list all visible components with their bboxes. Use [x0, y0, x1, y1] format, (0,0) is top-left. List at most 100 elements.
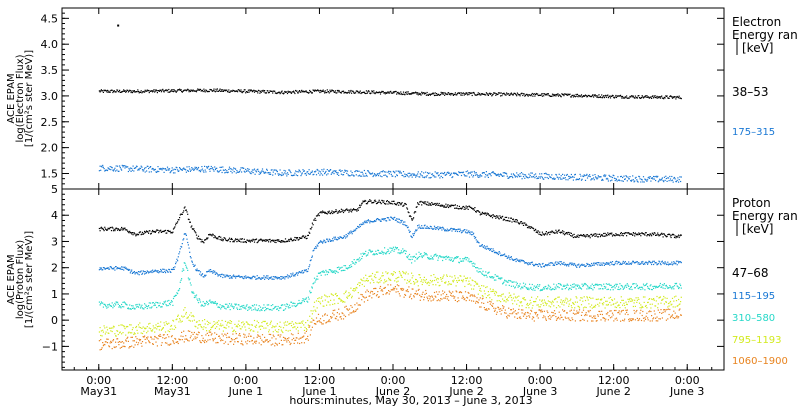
data-point [427, 227, 429, 229]
data-point [345, 170, 347, 172]
data-point [623, 287, 625, 289]
data-point [154, 270, 156, 272]
data-point [224, 237, 226, 239]
data-point [344, 291, 347, 293]
data-point [584, 282, 586, 285]
data-point [156, 328, 158, 330]
data-point [435, 176, 437, 178]
data-point [152, 302, 154, 304]
data-point [162, 90, 164, 92]
data-point [350, 170, 352, 172]
data-point [531, 288, 533, 290]
data-point [264, 171, 266, 173]
data-point [177, 315, 179, 317]
data-point [386, 252, 388, 254]
electron-y-tick-label: 3.0 [41, 90, 59, 103]
data-point [483, 172, 485, 174]
data-point [224, 89, 226, 91]
data-point [257, 168, 259, 170]
data-point [615, 260, 618, 262]
data-point [362, 200, 364, 202]
data-point [495, 94, 497, 96]
data-point [597, 262, 599, 264]
data-point [332, 211, 334, 213]
data-point [160, 329, 162, 331]
data-point [324, 299, 326, 301]
data-point [322, 305, 324, 307]
data-point [210, 269, 212, 271]
data-point [292, 91, 294, 93]
data-point [636, 180, 638, 182]
data-point [591, 95, 593, 97]
data-point [613, 234, 616, 237]
data-point [504, 216, 506, 218]
data-point [473, 265, 475, 267]
data-point [309, 173, 311, 175]
data-point [271, 169, 273, 171]
data-point [520, 93, 522, 95]
data-point [270, 322, 272, 324]
data-point [324, 271, 326, 273]
data-point [132, 90, 134, 92]
data-point [651, 177, 653, 179]
data-point [165, 304, 167, 306]
data-point [121, 91, 123, 93]
data-point [102, 91, 104, 93]
data-point [384, 279, 386, 281]
data-point [637, 263, 639, 265]
data-point [644, 232, 647, 234]
data-point [561, 262, 563, 264]
data-point [576, 93, 578, 95]
data-point [581, 283, 583, 285]
data-point [200, 90, 202, 92]
data-point [326, 89, 328, 91]
data-point [110, 305, 113, 307]
data-point [155, 324, 157, 326]
data-point [262, 307, 264, 309]
data-point [426, 254, 428, 256]
data-point [172, 228, 175, 230]
data-point [139, 271, 142, 273]
data-point [317, 242, 320, 245]
data-point [233, 306, 235, 308]
data-point [247, 306, 249, 308]
data-point [144, 171, 146, 173]
data-point [661, 260, 663, 262]
data-point [393, 171, 395, 173]
data-point [497, 252, 499, 254]
data-point [180, 89, 182, 91]
data-point [246, 239, 248, 241]
data-point [133, 91, 135, 93]
data-point [595, 177, 597, 179]
data-point [210, 89, 212, 91]
data-point [626, 97, 628, 99]
data-point [364, 175, 366, 177]
data-point [232, 89, 234, 91]
data-point [538, 233, 540, 235]
data-point [487, 247, 489, 249]
data-point [136, 272, 138, 274]
series-proton-1 [98, 216, 682, 280]
data-point [297, 237, 299, 239]
data-point [444, 92, 446, 94]
data-point [266, 239, 268, 241]
data-point [235, 325, 237, 328]
data-point [220, 306, 222, 308]
data-point [225, 171, 227, 173]
data-point [249, 307, 251, 309]
data-point [179, 89, 181, 91]
data-point [301, 322, 303, 324]
data-point [134, 333, 136, 335]
data-point [406, 174, 408, 176]
data-point [275, 92, 277, 94]
data-point [330, 213, 332, 215]
data-point [235, 238, 237, 240]
data-point [215, 88, 217, 90]
data-point [303, 329, 305, 331]
data-point [181, 278, 183, 280]
data-point [394, 246, 396, 248]
data-point [620, 233, 622, 235]
data-point [278, 325, 280, 327]
data-point [128, 168, 130, 170]
data-point [322, 174, 324, 176]
